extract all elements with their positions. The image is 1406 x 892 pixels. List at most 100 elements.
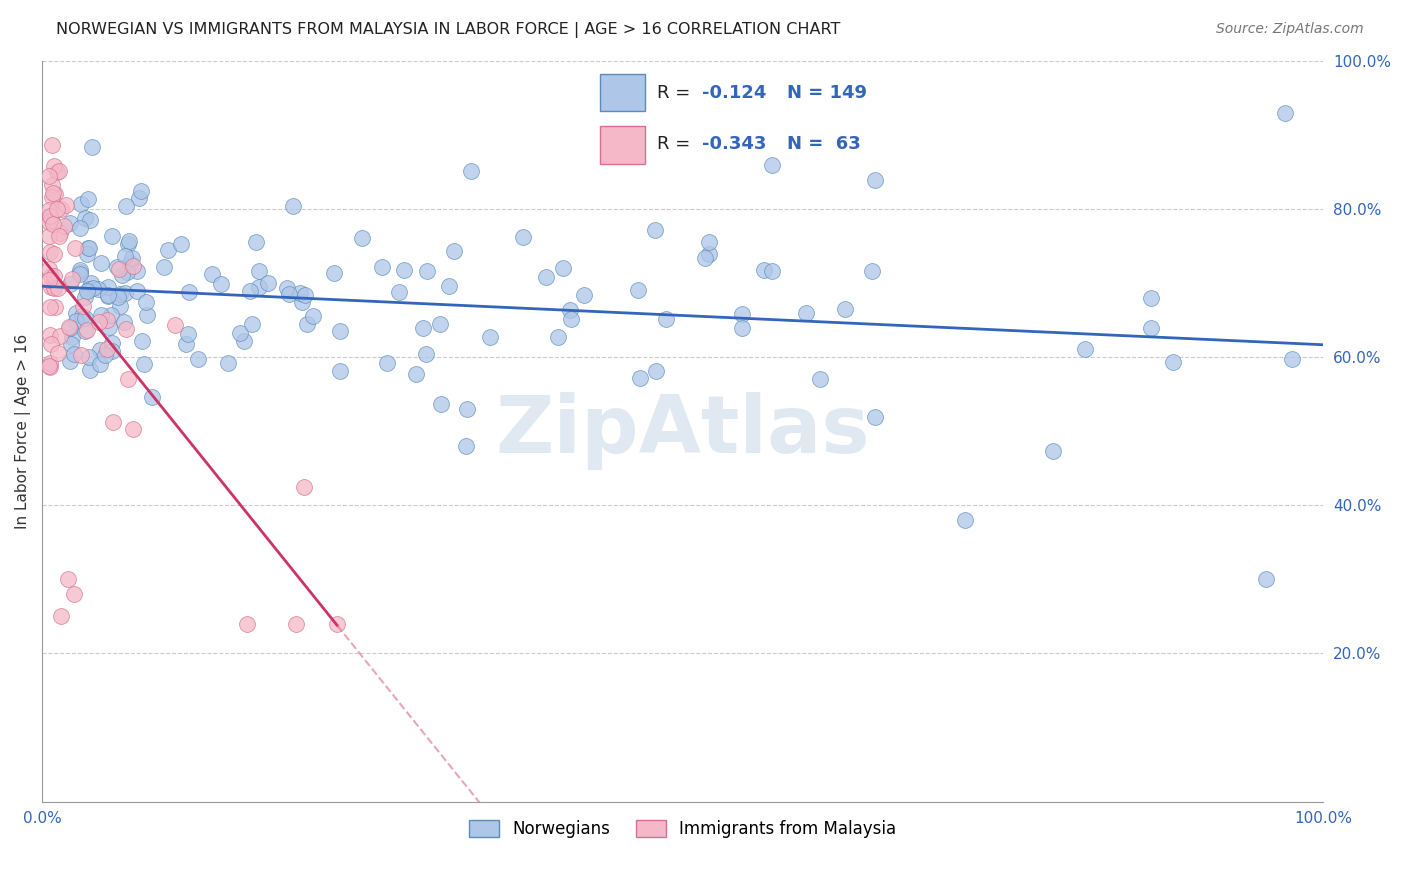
- Point: [329, 325, 352, 339]
- Point: [77, 241, 100, 255]
- Point: [103, 415, 125, 429]
- Point: [808, 372, 831, 386]
- Point: [39, 209, 62, 223]
- Point: [87, 282, 110, 296]
- Point: [82, 280, 104, 294]
- Point: [76, 241, 98, 255]
- Point: [107, 291, 129, 305]
- Point: [953, 513, 976, 527]
- Point: [1254, 573, 1277, 587]
- Point: [44, 159, 66, 173]
- Point: [560, 312, 582, 326]
- Point: [90, 308, 112, 322]
- Point: [574, 288, 596, 302]
- Point: [415, 347, 437, 361]
- Point: [79, 350, 101, 364]
- Point: [121, 251, 143, 265]
- Point: [108, 287, 131, 301]
- Point: [628, 370, 651, 384]
- Point: [97, 289, 120, 303]
- Point: [131, 334, 153, 348]
- Point: [112, 315, 135, 329]
- Point: [65, 306, 87, 320]
- Point: [141, 390, 163, 404]
- Point: [48, 226, 70, 240]
- Point: [114, 286, 136, 301]
- Point: [174, 337, 197, 351]
- Point: [644, 223, 666, 237]
- Point: [59, 353, 82, 368]
- Point: [115, 264, 138, 278]
- Point: [80, 140, 103, 154]
- Point: [105, 260, 128, 274]
- Point: [70, 309, 93, 323]
- Point: [560, 303, 582, 318]
- Point: [62, 347, 84, 361]
- Point: [38, 300, 60, 314]
- Point: [89, 357, 111, 371]
- Point: [38, 359, 60, 374]
- Point: [38, 202, 60, 217]
- Point: [97, 320, 120, 334]
- Point: [122, 259, 145, 273]
- Point: [110, 299, 132, 313]
- Point: [731, 307, 754, 321]
- Point: [429, 317, 451, 331]
- Point: [375, 356, 398, 370]
- Point: [59, 215, 82, 229]
- Point: [290, 295, 312, 310]
- Point: [1140, 291, 1163, 305]
- Point: [443, 244, 465, 258]
- Point: [42, 268, 65, 283]
- Point: [200, 267, 222, 281]
- Point: [48, 228, 70, 243]
- Point: [58, 320, 80, 334]
- Point: [655, 311, 678, 326]
- Text: -0.124: -0.124: [703, 84, 766, 102]
- Point: [292, 479, 315, 493]
- Point: [60, 330, 83, 344]
- Point: [394, 263, 416, 277]
- Point: [163, 318, 186, 333]
- Point: [693, 252, 716, 266]
- Point: [460, 164, 482, 178]
- FancyBboxPatch shape: [599, 126, 645, 164]
- Point: [302, 309, 325, 323]
- Point: [100, 229, 122, 244]
- Point: [101, 343, 124, 358]
- Point: [290, 286, 312, 301]
- Text: R =: R =: [657, 84, 690, 102]
- Point: [56, 573, 79, 587]
- Point: [437, 279, 460, 293]
- Point: [1163, 355, 1185, 369]
- Point: [76, 192, 98, 206]
- Point: [122, 422, 145, 436]
- Point: [76, 323, 98, 337]
- Point: [276, 281, 298, 295]
- Point: [115, 322, 138, 336]
- Point: [69, 267, 91, 281]
- Point: [1274, 106, 1296, 120]
- Point: [63, 241, 86, 255]
- Point: [73, 290, 96, 304]
- Point: [479, 329, 502, 343]
- Point: [114, 249, 136, 263]
- Point: [60, 272, 83, 286]
- Point: [39, 327, 62, 342]
- Point: [860, 264, 883, 278]
- Point: [232, 334, 254, 349]
- Point: [96, 313, 118, 327]
- Point: [752, 263, 775, 277]
- Point: [80, 276, 103, 290]
- Point: [117, 372, 139, 386]
- Point: [534, 270, 557, 285]
- Point: [136, 308, 159, 322]
- Point: [697, 247, 720, 261]
- Point: [294, 288, 316, 302]
- Point: [96, 342, 118, 356]
- Point: [42, 280, 65, 294]
- Point: [42, 281, 65, 295]
- Point: [117, 235, 139, 249]
- Point: [55, 198, 77, 212]
- Point: [44, 300, 66, 314]
